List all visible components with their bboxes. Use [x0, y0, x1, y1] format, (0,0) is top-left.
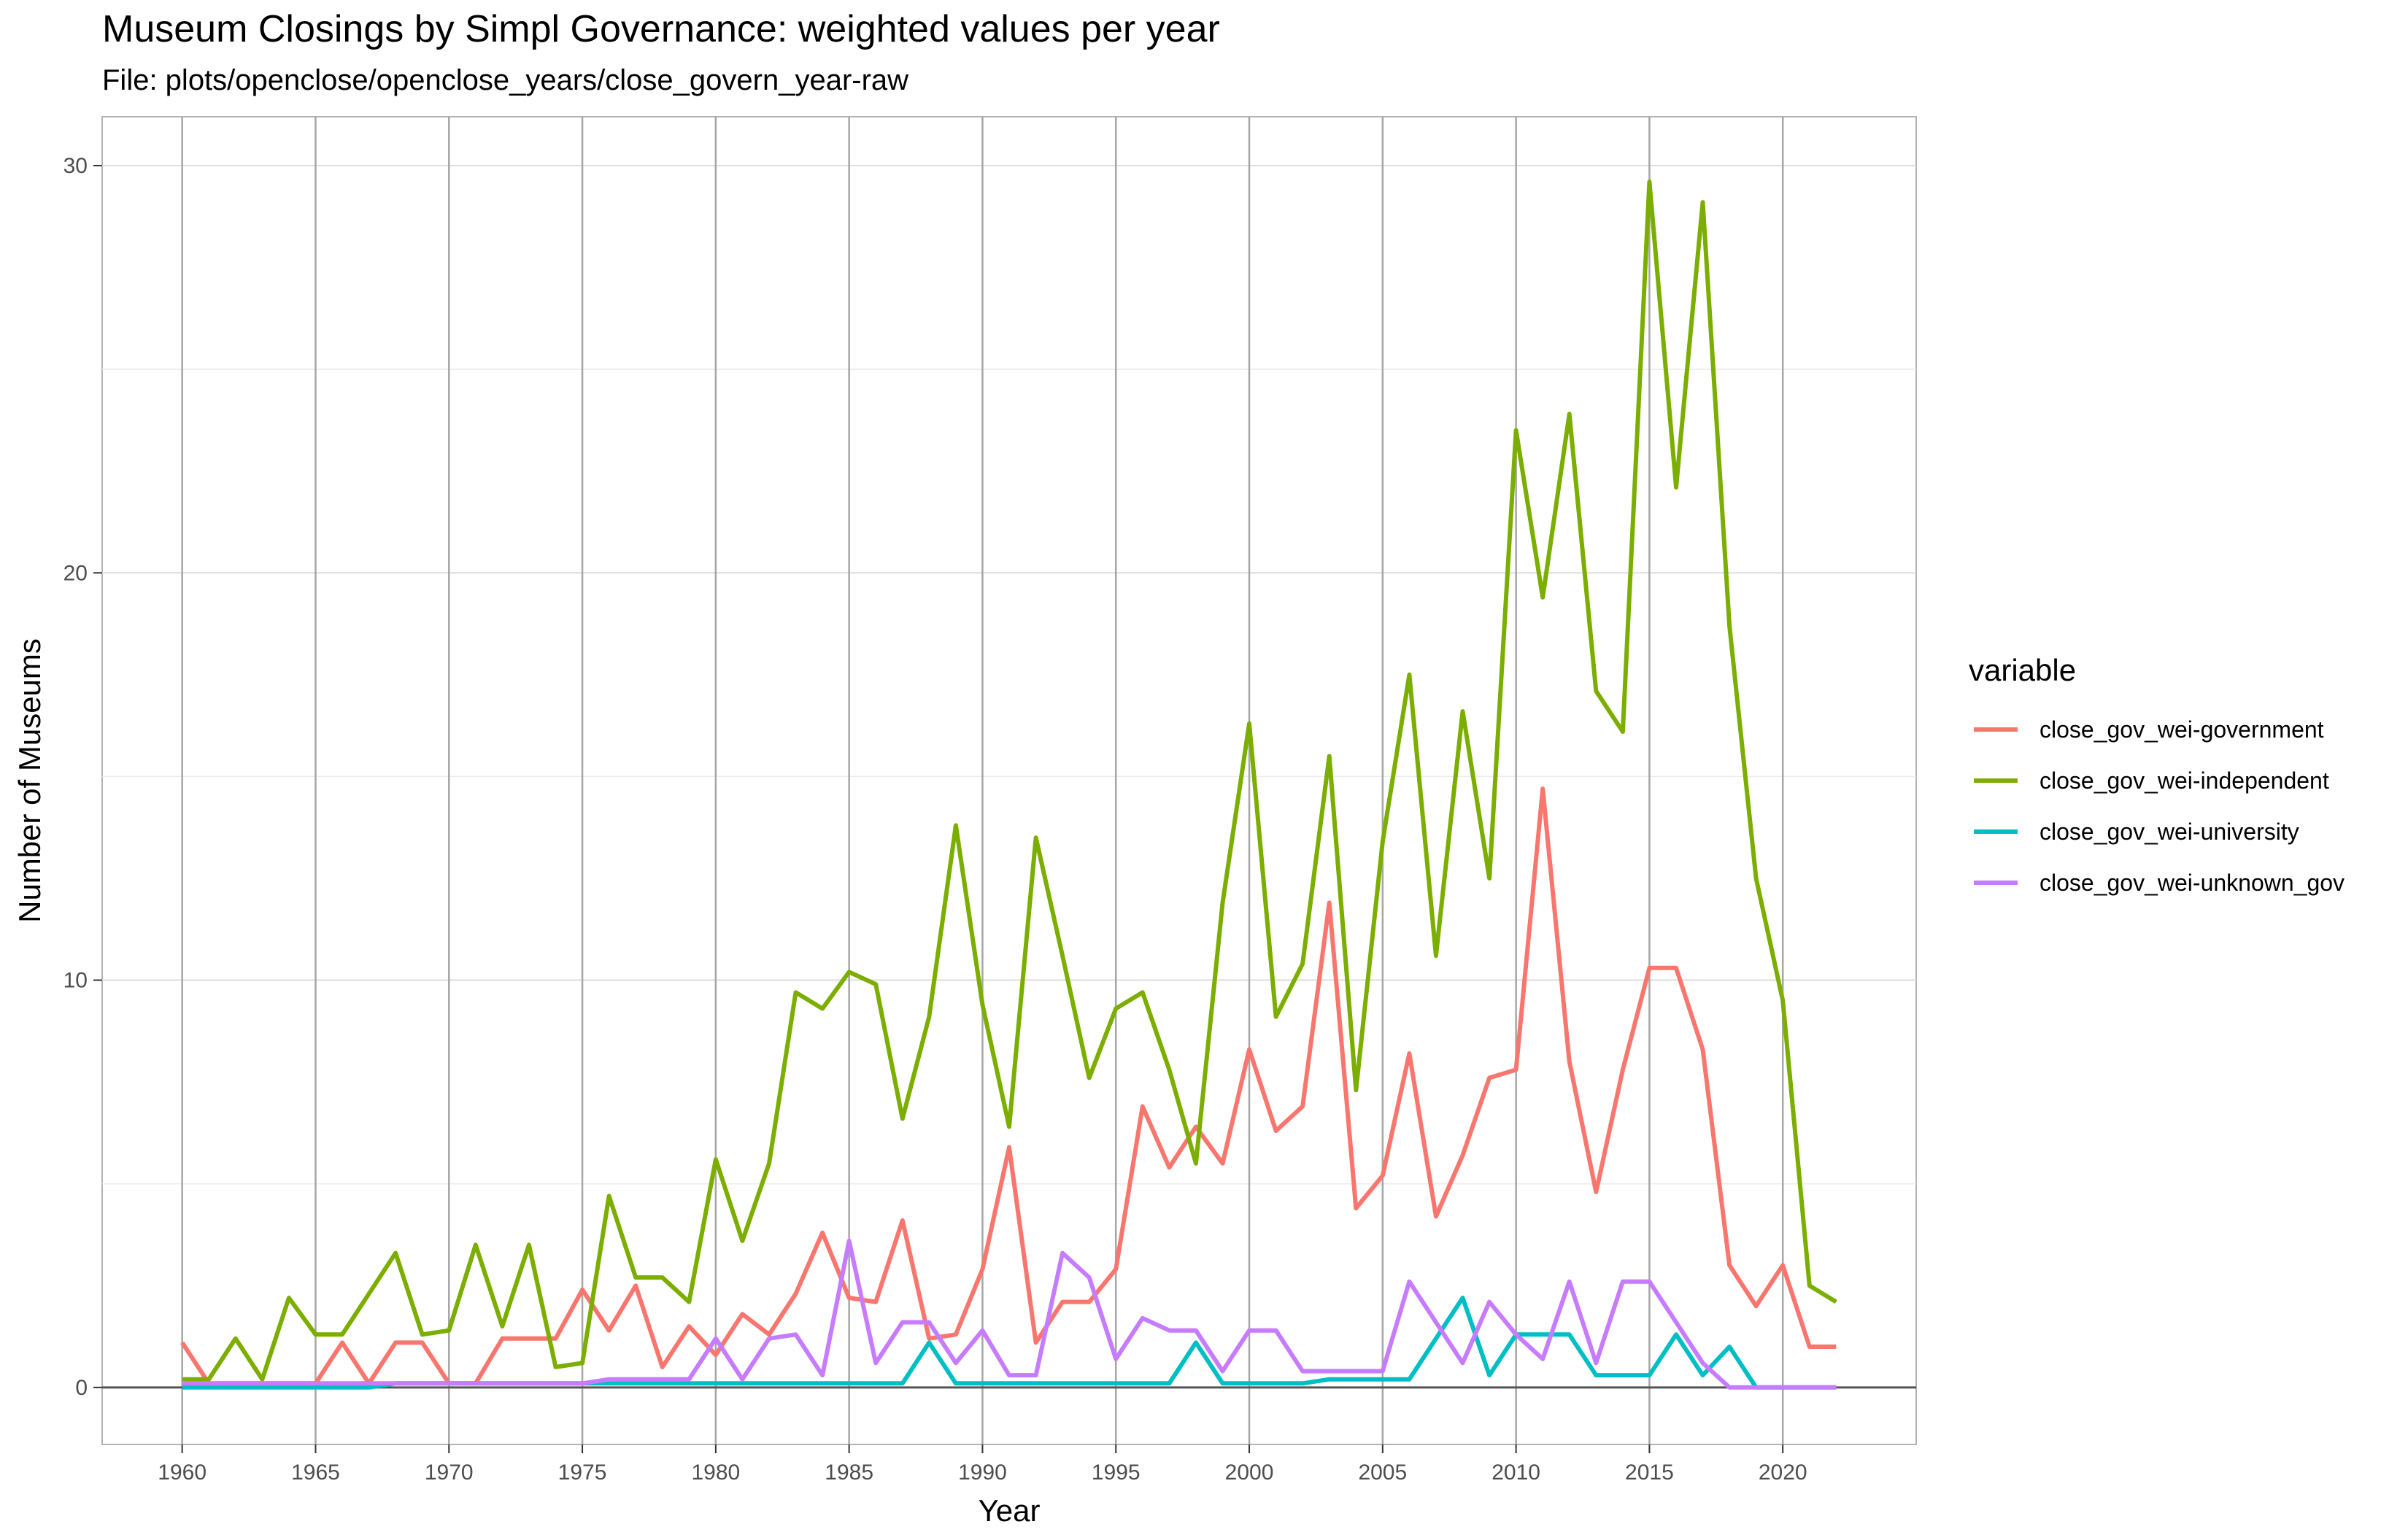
- x-tick-label: 1995: [1092, 1461, 1141, 1485]
- x-tick-label: 2015: [1625, 1461, 1674, 1485]
- legend-label-2: close_gov_wei-university: [2040, 819, 2299, 845]
- minor-gridlines: [102, 368, 1916, 1185]
- x-tick-label: 1970: [425, 1461, 474, 1485]
- y-tick-label: 0: [75, 1376, 88, 1400]
- x-tick-label: 2020: [1759, 1461, 1807, 1485]
- series-line-3: [182, 1238, 1837, 1390]
- series-lines: [180, 179, 1837, 1390]
- chart-title: Museum Closings by Simpl Governance: wei…: [102, 8, 1220, 50]
- x-axis-ticks: 1960 1965 1970 1975 1980 1985 1990 1995 2000 2005…: [158, 1444, 1807, 1485]
- chart-subtitle: File: plots/openclose/openclose_years/cl…: [102, 64, 909, 96]
- legend-label-3: close_gov_wei-unknown_gov: [2040, 870, 2345, 896]
- legend: variable close_gov_wei-government close_g…: [1969, 653, 2345, 896]
- x-axis-title: Year: [979, 1493, 1041, 1528]
- legend-label-0: close_gov_wei-government: [2040, 716, 2324, 743]
- y-tick-label: 10: [63, 969, 88, 993]
- x-tick-label: 1975: [558, 1461, 607, 1485]
- plot-panel: [101, 116, 1917, 1445]
- x-tick-label: 1985: [825, 1461, 873, 1485]
- x-tick-label: 1980: [691, 1461, 740, 1485]
- y-tick-label: 30: [63, 154, 88, 178]
- x-tick-label: 2005: [1358, 1461, 1407, 1485]
- y-axis-ticks: 0 10 20 30: [63, 154, 102, 1400]
- x-tick-label: 2010: [1492, 1461, 1540, 1485]
- legend-title: variable: [1969, 653, 2076, 687]
- x-tick-label: 1960: [158, 1461, 207, 1485]
- x-tick-label: 1990: [958, 1461, 1007, 1485]
- legend-label-1: close_gov_wei-independent: [2040, 767, 2329, 794]
- y-tick-label: 20: [63, 561, 88, 585]
- x-tick-label: 2000: [1225, 1461, 1274, 1485]
- x-tick-label: 1965: [291, 1461, 340, 1485]
- series-line-1: [182, 179, 1837, 1382]
- y-axis-title: Number of Museums: [12, 638, 47, 923]
